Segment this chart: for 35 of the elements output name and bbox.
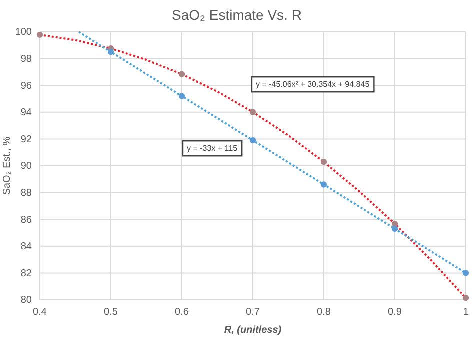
y-tick-label: 80 — [20, 295, 32, 306]
y-tick-label: 90 — [20, 161, 32, 172]
y-tick-label: 88 — [20, 188, 32, 199]
y-tick-label: 84 — [20, 242, 32, 253]
point — [320, 182, 328, 188]
point — [462, 270, 470, 276]
y-tick-label: 82 — [20, 268, 32, 280]
point — [462, 295, 470, 302]
x-tick-label: 0.8 — [317, 307, 332, 318]
point — [108, 49, 114, 56]
y-tick-label: 98 — [20, 54, 32, 65]
y-tick-label: 100 — [15, 27, 32, 38]
y-tick-label: 86 — [20, 214, 32, 226]
point — [392, 226, 398, 232]
y-tick-label: 94 — [20, 108, 32, 119]
annotation: y = -33x + 115 — [187, 144, 238, 154]
point — [36, 32, 44, 38]
point — [392, 220, 398, 228]
x-axis-title: R, (unitless) — [224, 325, 282, 336]
x-tick-label: 1 — [463, 307, 470, 318]
annotation: y = -45.06x² + 30.354x + 94.845 — [256, 80, 370, 90]
x-tick-label: 0.7 — [246, 307, 260, 318]
x-tick-label: 0.9 — [388, 307, 402, 318]
point — [178, 93, 186, 100]
point — [250, 137, 256, 144]
y-axis-title: SaO₂ Est., % — [2, 136, 13, 196]
point — [250, 109, 256, 116]
x-tick-label: 0.5 — [104, 307, 118, 318]
point — [178, 71, 186, 78]
chart-title: SaO₂ Estimate Vs. R — [172, 7, 302, 23]
y-tick-label: 96 — [20, 80, 32, 92]
y-tick-label: 92 — [20, 134, 32, 146]
point — [320, 159, 328, 166]
x-tick-label: 0.4 — [33, 307, 48, 318]
x-tick-label: 0.6 — [175, 307, 190, 318]
